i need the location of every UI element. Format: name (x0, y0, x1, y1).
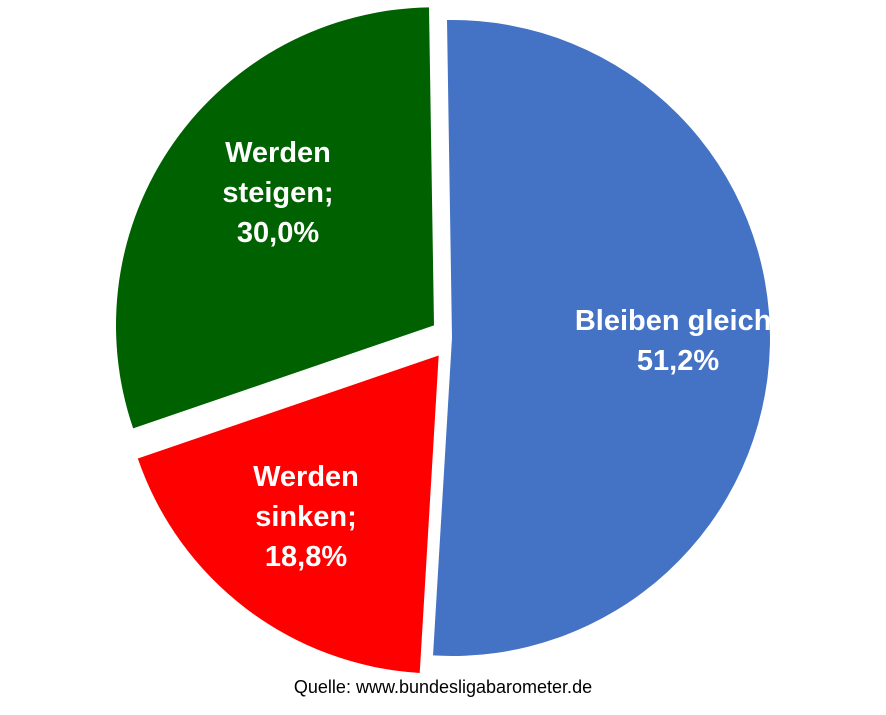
slice-label-line: 18,8% (265, 541, 347, 573)
pie-labels: Bleiben gleich; 51,2%Werden sinken; 18,8%We… (222, 137, 781, 573)
slice-label-line: Werden (253, 461, 359, 493)
slice-label-line: Bleiben gleich; (575, 305, 781, 337)
source-note: Quelle: www.bundesligabarometer.de (293, 677, 593, 697)
slice-label-line: steigen; (222, 177, 333, 209)
pie-slice-werden-sinken (137, 355, 439, 673)
pie-slices (116, 7, 770, 673)
slice-label-bleiben-gleich: Bleiben gleich; 51,2% (575, 305, 781, 377)
pie-slice-werden-steigen (116, 7, 435, 429)
slice-label-line: 51,2% (637, 345, 719, 377)
slice-label-line: Werden (225, 137, 331, 169)
slice-label-line: sinken; (255, 501, 357, 533)
pie-slice-bleiben-gleich (433, 20, 770, 657)
slice-label-werden-sinken: Werden sinken; 18,8% (253, 461, 359, 573)
slice-label-line: 30,0% (237, 217, 319, 249)
slice-label-werden-steigen: Werden steigen; 30,0% (222, 137, 333, 249)
